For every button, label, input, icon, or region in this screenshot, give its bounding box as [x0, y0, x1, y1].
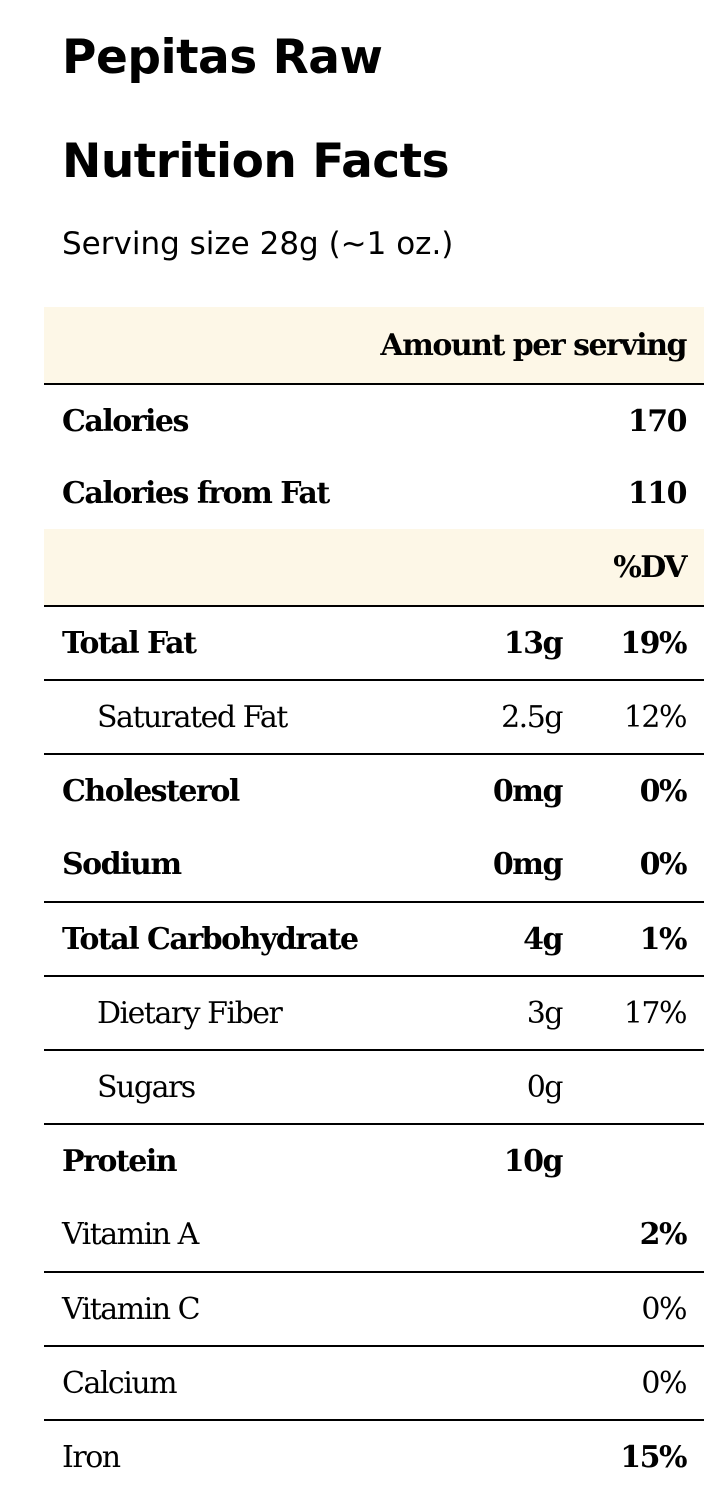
- dv-header: %DV: [613, 549, 687, 585]
- calories-row: Calories 170: [44, 383, 704, 457]
- nutrient-label: Protein: [62, 1143, 178, 1179]
- table-row: Cholesterol 0mg 0%: [44, 753, 704, 827]
- vitamin-label: Iron: [62, 1439, 121, 1475]
- table-row: Saturated Fat 2.5g 12%: [44, 679, 704, 753]
- nutrient-dv: 0%: [639, 773, 688, 809]
- calories-from-fat-label: Calories from Fat: [62, 475, 330, 511]
- nutrient-label: Total Fat: [62, 625, 197, 661]
- table-row: Sugars 0g: [44, 1049, 704, 1123]
- nutrient-dv: 17%: [623, 995, 688, 1031]
- vitamin-dv: 0%: [641, 1291, 687, 1327]
- vitamin-dv: 15%: [620, 1439, 687, 1475]
- nutrition-facts-heading: Nutrition Facts: [62, 134, 450, 189]
- nutrient-amount: 13g: [503, 625, 564, 661]
- vitamin-label: Vitamin A: [62, 1216, 199, 1252]
- product-title: Pepitas Raw: [62, 30, 383, 85]
- nutrient-label: Sodium: [62, 846, 182, 882]
- nutrient-dv: 1%: [639, 921, 688, 957]
- nutrient-amount: 0mg: [492, 773, 564, 809]
- nutrient-dv: 12%: [623, 699, 688, 735]
- nutrient-amount: 10g: [503, 1143, 564, 1179]
- amount-header-row: Amount per serving: [44, 307, 704, 383]
- vitamin-row: Vitamin A 2%: [44, 1197, 704, 1271]
- nutrient-dv: 0%: [639, 846, 688, 882]
- table-row: Total Carbohydrate 4g 1%: [44, 901, 704, 975]
- table-row: Dietary Fiber 3g 17%: [44, 975, 704, 1049]
- vitamin-dv: 0%: [641, 1365, 687, 1401]
- nutrient-amount: 0mg: [492, 846, 564, 882]
- dv-header-row: %DV: [44, 529, 704, 605]
- calories-value: 170: [627, 403, 688, 439]
- nutrient-label: Cholesterol: [62, 773, 240, 809]
- serving-size: Serving size 28g (~1 oz.): [62, 226, 454, 262]
- nutrient-amount: 0g: [526, 1069, 564, 1105]
- calories-label: Calories: [62, 403, 189, 439]
- vitamin-row: Vitamin C 0%: [44, 1271, 704, 1345]
- nutrient-label: Sugars: [97, 1069, 196, 1105]
- table-row: Total Fat 13g 19%: [44, 605, 704, 679]
- nutrient-label: Saturated Fat: [97, 699, 288, 735]
- nutrient-amount: 2.5g: [501, 699, 563, 735]
- nutrient-label: Total Carbohydrate: [62, 921, 359, 957]
- amount-per-serving-header: Amount per serving: [380, 327, 687, 363]
- nutrient-amount: 3g: [526, 995, 564, 1031]
- nutrient-label: Dietary Fiber: [97, 995, 283, 1031]
- nutrition-table: Amount per serving Calories 170 Calories…: [44, 307, 704, 1493]
- vitamin-dv: 2%: [639, 1216, 688, 1252]
- calories-from-fat-value: 110: [627, 475, 688, 511]
- table-row: Sodium 0mg 0%: [44, 827, 704, 901]
- vitamin-row: Calcium 0%: [44, 1345, 704, 1419]
- vitamin-row: Iron 15%: [44, 1419, 704, 1493]
- calories-from-fat-row: Calories from Fat 110: [44, 457, 704, 529]
- nutrient-dv: 19%: [620, 625, 687, 661]
- vitamin-label: Calcium: [62, 1365, 178, 1401]
- nutrient-amount: 4g: [523, 921, 563, 957]
- table-row: Protein 10g: [44, 1123, 704, 1197]
- vitamin-label: Vitamin C: [62, 1291, 201, 1327]
